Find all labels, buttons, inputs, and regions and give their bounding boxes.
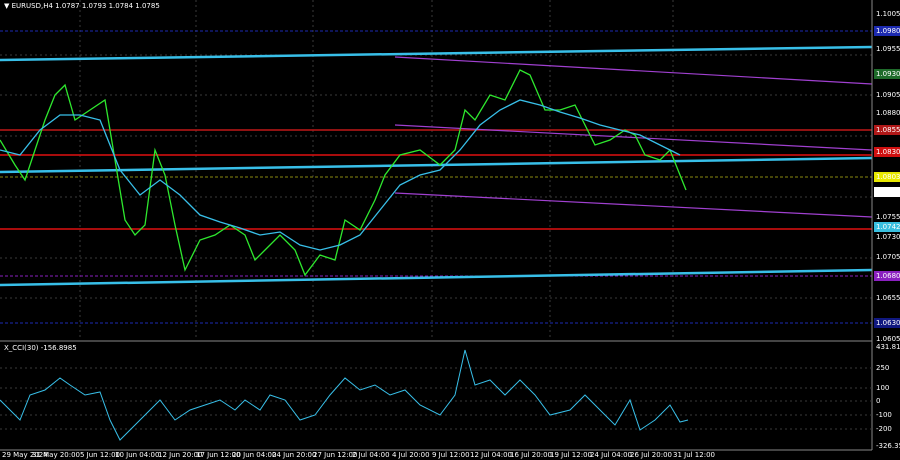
time-label: 16 Jul 20:00 [510, 451, 552, 459]
price-label: 1.0930 [876, 70, 900, 78]
price-label-box [874, 187, 900, 197]
price-label: 1.0955 [876, 45, 900, 53]
indicator-axis-label: 250 [876, 364, 889, 372]
time-label: 10 Jun 04:00 [115, 451, 159, 459]
time-label: 31 May 20:00 [32, 451, 80, 459]
price-label-box [874, 147, 900, 157]
indicator-axis-label: -200 [876, 425, 892, 433]
cci-grid [0, 367, 872, 430]
indicator-axis-label: -100 [876, 411, 892, 419]
time-label: 27 Jun 12:00 [313, 451, 357, 459]
moving-average [0, 99, 681, 251]
levels [0, 30, 873, 324]
main-grid [0, 0, 872, 340]
price-label: 1.0880 [876, 109, 900, 117]
time-label: 17 Jun 12:00 [196, 451, 240, 459]
price-label: 1.0705 [876, 253, 900, 261]
price-label: 1.0785 [876, 188, 900, 196]
price-label: 1.0830 [876, 148, 900, 156]
price-label-box [874, 26, 900, 36]
time-label: 9 Jul 12:00 [432, 451, 470, 459]
time-label: 4 Jul 20:00 [392, 451, 430, 459]
price-label-box [874, 318, 900, 328]
price-label: 1.0905 [876, 91, 900, 99]
time-label: 2 Jul 04:00 [352, 451, 390, 459]
price-label: 1.0680 [876, 272, 900, 280]
price-label: 1.0730 [876, 233, 900, 241]
time-label: 19 Jul 12:00 [550, 451, 592, 459]
indicator-axis-label: 100 [876, 384, 889, 392]
indicator-axis-label: 0 [876, 397, 880, 405]
price-label: 1.0755 [876, 213, 900, 221]
time-label: 12 Jun 20:00 [158, 451, 202, 459]
price-label: 1.0855 [876, 126, 900, 134]
time-label: 20 Jun 04:00 [232, 451, 276, 459]
cci-line [0, 349, 689, 441]
indicator-axis-label: 431.8158 [876, 343, 900, 351]
chart-header: ▼ EURUSD,H4 1.0787 1.0793 1.0784 1.0785 [4, 2, 160, 10]
price-label: 1.0742 [876, 223, 900, 231]
indicator-title: X_CCI(30) -156.8985 [4, 344, 77, 352]
price-label: 1.0980 [876, 27, 900, 35]
time-label: 24 Jun 20:00 [272, 451, 316, 459]
price-label: 1.0655 [876, 294, 900, 302]
time-label: 26 Jul 20:00 [630, 451, 672, 459]
price-label: 1.1005 [876, 10, 900, 18]
price-label: 1.0630 [876, 319, 900, 327]
time-label: 29 May 2024 [2, 451, 48, 459]
time-label: 12 Jul 04:00 [470, 451, 512, 459]
indicator-axis-label: -326.359 [876, 442, 900, 450]
price-label-box [874, 222, 900, 232]
price-label-box [874, 172, 900, 182]
time-label: 24 Jul 04:00 [590, 451, 632, 459]
time-label: 31 Jul 12:00 [673, 451, 715, 459]
price-label-box [874, 69, 900, 79]
price-line [0, 69, 687, 277]
price-label-box [874, 125, 900, 135]
price-label: 1.0803 [876, 173, 900, 181]
price-label-box [874, 271, 900, 281]
time-label: 5 Jun 12:00 [80, 451, 120, 459]
price-label: 1.0605 [876, 335, 900, 343]
